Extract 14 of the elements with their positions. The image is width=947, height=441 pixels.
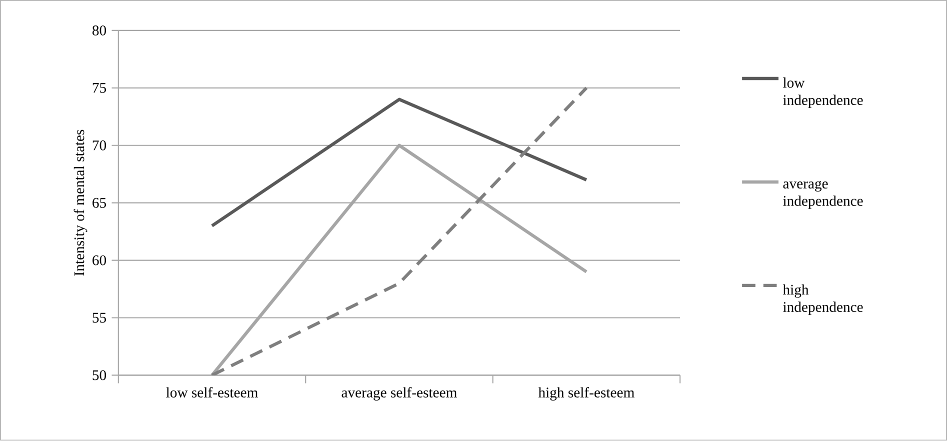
x-tick-label: high self-esteem [538,387,634,401]
legend-label: low independence [783,78,863,108]
x-tick-label: average self-esteem [342,387,457,401]
y-tick-label: 60 [92,256,106,266]
x-tick-label: low self-esteem [166,387,258,398]
y-tick-label: 50 [92,370,106,380]
legend-label: high independence [782,284,863,316]
y-tick-label: 55 [92,313,106,323]
y-tick-label: 65 [92,198,106,208]
y-axis-title: Intensity of mental states [74,130,88,276]
y-tick-label: 70 [92,140,106,150]
y-tick-label: 80 [92,26,106,36]
y-tick-label: 75 [92,83,106,93]
legend-label: average independence [783,181,863,210]
